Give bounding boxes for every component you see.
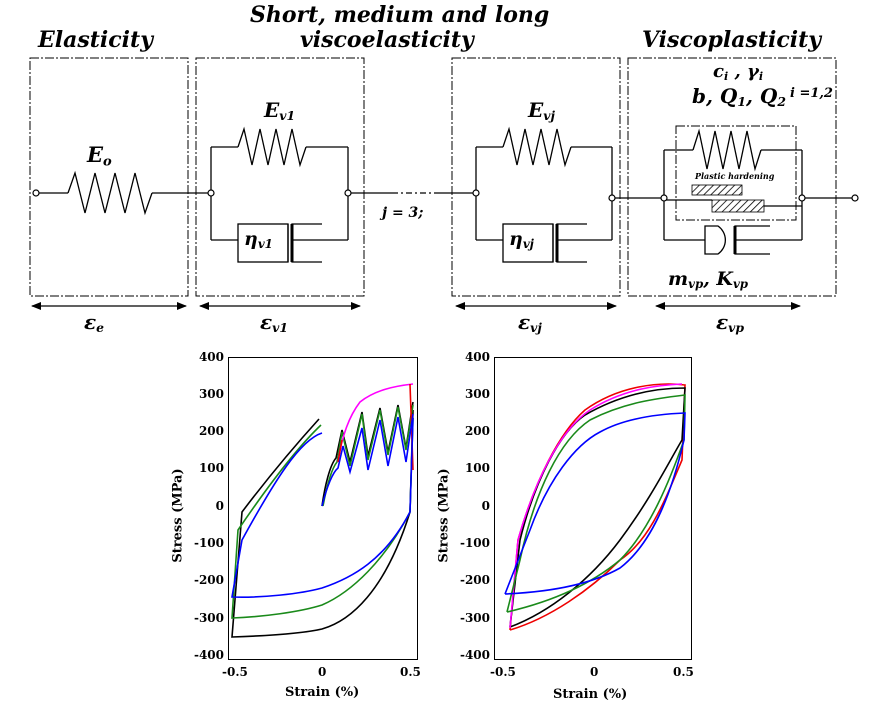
heading-elasticity: Elasticity <box>38 27 153 53</box>
right-curve-magenta <box>509 383 683 629</box>
dashpot-vp-body <box>704 225 727 255</box>
label-plastic-hardening: Plastic hardening <box>695 171 775 181</box>
left-xtick-05: 0.5 <box>400 665 421 679</box>
label-Eo: Eo <box>87 142 112 170</box>
spring-Eo <box>67 170 153 216</box>
heading-visco-line2: viscoelasticity <box>300 27 474 53</box>
left-ylabel: Stress (MPa) <box>170 468 186 563</box>
left-curve-blue <box>231 413 414 598</box>
right-ylabel: Stress (MPa) <box>436 468 452 563</box>
left-curve-black <box>231 401 414 638</box>
terminal-right <box>851 194 859 202</box>
heading-viscoplasticity: Viscoplasticity <box>642 27 822 53</box>
label-i-range: i =1,2 <box>790 86 833 101</box>
left-xtick-0: 0 <box>318 665 327 679</box>
right-curve-red <box>509 383 686 631</box>
label-eps-e: εe <box>84 310 105 336</box>
spring-Ev1 <box>237 126 307 168</box>
left-yticks: 400 300 200 100 0 -100 -200 -300 -400 <box>193 350 224 662</box>
label-Evj: Evj <box>528 98 555 124</box>
box-viscoplasticity <box>627 57 837 297</box>
terminal-left <box>32 189 40 197</box>
label-eps-vj: εvj <box>518 310 542 336</box>
box-plastic-hardening <box>675 125 797 221</box>
right-xtick-neg05: -0.5 <box>490 665 516 679</box>
label-Ev1: Ev1 <box>264 98 296 124</box>
label-b-Q1-Q2: b, Q1, Q2 <box>692 84 786 110</box>
left-xtick-neg05: -0.5 <box>222 665 248 679</box>
plot-right <box>494 357 692 660</box>
spring-hardening <box>692 128 762 172</box>
label-j: j = 3; <box>382 205 424 221</box>
right-yticks: 400 300 200 100 0 -100 -200 -300 -400 <box>459 350 490 662</box>
label-ci-gi: ci , γi <box>713 61 764 83</box>
slider-hatch-left <box>691 184 743 196</box>
box-visco-1 <box>195 57 365 297</box>
spring-Evj <box>502 126 572 168</box>
label-eps-v1: εv1 <box>260 310 288 336</box>
right-xtick-05: 0.5 <box>673 665 694 679</box>
right-xlabel: Strain (%) <box>553 687 628 702</box>
heading-visco-line1: Short, medium and long <box>250 2 550 28</box>
label-eta-v1: ηv1 <box>244 228 273 251</box>
box-elasticity <box>29 57 189 297</box>
label-eps-vp: εvp <box>716 310 745 336</box>
left-xlabel: Strain (%) <box>285 685 360 700</box>
rheological-model-diagram <box>29 57 859 310</box>
label-eta-vj: ηvj <box>509 228 534 251</box>
right-xtick-0: 0 <box>590 665 599 679</box>
plot-left <box>228 357 418 660</box>
box-visco-j <box>451 57 621 297</box>
label-mvp-Kvp: mvp, Kvp <box>668 268 749 291</box>
right-curve-blue <box>504 412 686 595</box>
